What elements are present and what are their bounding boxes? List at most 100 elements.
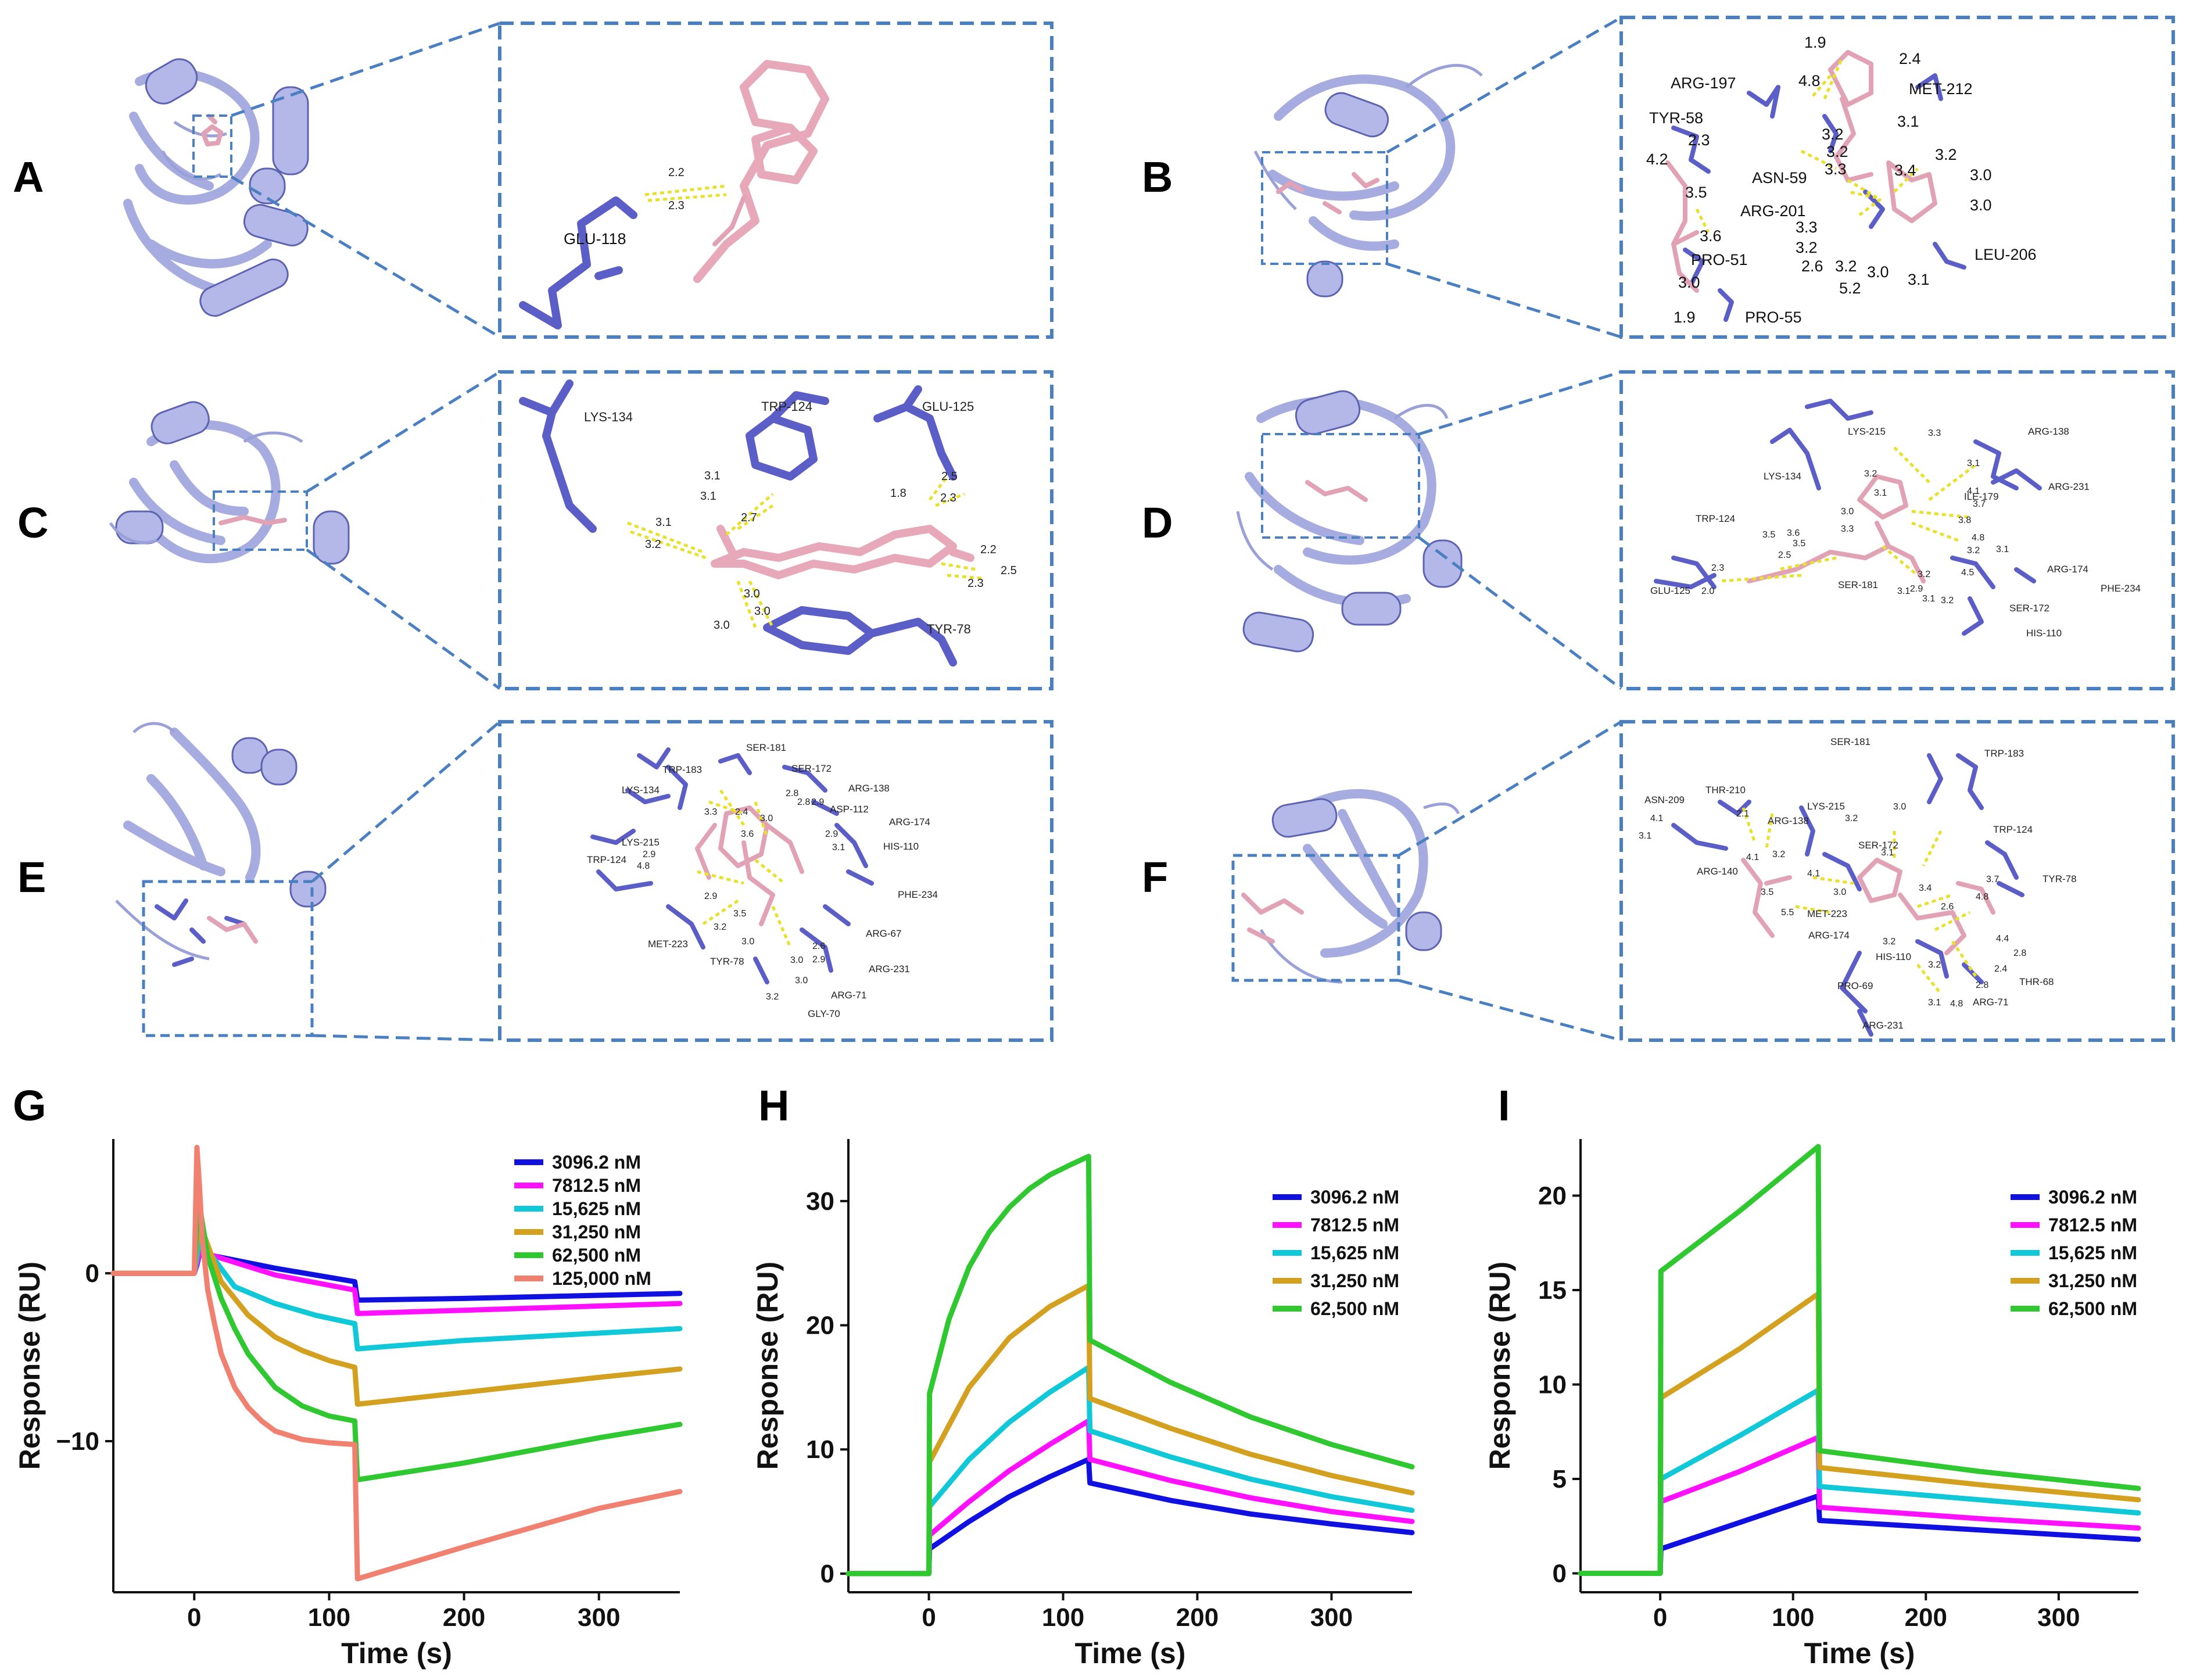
distance-label: 3.0: [760, 814, 773, 823]
legend-label: 7812.5 nM: [1310, 1215, 1399, 1235]
chart-g: 0 100 200 300 −10 0 Time (s) Response (RU) 3096.…: [13, 1139, 683, 1670]
series-line: [110, 1203, 683, 1482]
x-tick-label: 200: [443, 1603, 485, 1632]
distance-label: 2.3: [967, 577, 984, 590]
distance-label: 3.0: [754, 605, 771, 618]
legend-label: 62,500 nM: [2048, 1298, 2137, 1319]
residue-label: LYS-134: [622, 785, 660, 796]
panel-d: D LYS-215 ARG-138 LYS-134 ILE-179 ARG-23…: [1142, 370, 2175, 690]
residue-label: THR-210: [1705, 785, 1746, 796]
protein-overview-a: [123, 58, 309, 317]
distance-label: 3.0: [795, 976, 808, 986]
y-axis-label: Response (RU): [751, 1262, 784, 1470]
protein-overview-f: [1231, 789, 1460, 984]
residue-label: TRP-124: [761, 399, 812, 414]
panel-letter-a: A: [13, 153, 44, 201]
x-tick-label: 100: [1772, 1603, 1814, 1632]
residue-label: TRP-183: [1984, 748, 2024, 759]
panel-letter-g: G: [13, 1081, 46, 1130]
distance-label: 2.8: [786, 789, 798, 798]
residue-label: ARG-201: [1740, 202, 1806, 220]
y-axis-label: Response (RU): [1483, 1262, 1516, 1470]
x-tick-label: 0: [187, 1603, 201, 1632]
legend-label: 15,625 nM: [1310, 1242, 1399, 1263]
residue-label: SER-172: [1858, 840, 1898, 851]
residue-label: TRP-124: [1993, 824, 2033, 835]
distance-label: 3.5: [1761, 887, 1773, 897]
residue-label: TYR-78: [2042, 873, 2077, 884]
residue-label: LYS-134: [584, 410, 633, 424]
y-tick-label: 0: [820, 1560, 834, 1588]
distance-label: 3.0: [1841, 507, 1854, 517]
residue-label: ARG-71: [1973, 997, 2008, 1008]
x-tick-label: 0: [922, 1603, 936, 1632]
residue-label: SER-172: [2009, 603, 2049, 614]
distance-label: 5.2: [1839, 280, 1861, 297]
legend-label: 3096.2 nM: [552, 1152, 641, 1173]
distance-label: 4.1: [1967, 486, 1980, 496]
distance-label: 2.5: [941, 470, 958, 483]
distance-label: 3.0: [744, 588, 760, 600]
distance-label: 2.4: [735, 807, 748, 817]
distance-label: 1.8: [890, 487, 906, 500]
distance-label: 2.5: [1001, 564, 1017, 577]
residue-label: LYS-215: [1807, 801, 1845, 812]
legend-label: 15,625 nM: [552, 1198, 641, 1219]
y-tick-label: 0: [1553, 1560, 1567, 1588]
distance-label: 2.3: [940, 492, 956, 504]
distance-label: 3.3: [1825, 160, 1847, 178]
distance-label: 2.3: [668, 199, 685, 212]
distance-label: 3.1: [655, 516, 672, 529]
residue-label: TRP-124: [1696, 513, 1735, 524]
zoom-box-e: [498, 720, 1054, 1042]
legend-label: 7812.5 nM: [2048, 1215, 2137, 1235]
distance-label: 4.8: [637, 861, 650, 871]
x-tick-label: 200: [1176, 1603, 1219, 1632]
residue-label: SER-181: [1838, 579, 1878, 590]
panel-letter-h: H: [758, 1081, 789, 1130]
legend-label: 62,500 nM: [1310, 1298, 1399, 1319]
distance-label: 3.1: [1897, 113, 1919, 130]
distance-label: 3.1: [1996, 545, 2009, 554]
chart-h: 0 100 200 300 0 10 20 30 Time (s) Response (RU) 30…: [751, 1139, 1415, 1670]
panel-letter-e: E: [17, 853, 46, 901]
distance-label: 3.7: [1973, 499, 1986, 509]
residue-label: PRO-69: [1837, 980, 1873, 991]
panel-letter-d: D: [1142, 499, 1173, 547]
y-tick-label: 5: [1553, 1465, 1567, 1493]
x-tick-label: 200: [1905, 1603, 1947, 1632]
panel-f: F SER-181 TRP-183 ASN-209 THR-210 LYS-21…: [1142, 720, 2175, 1042]
distance-label: 1.9: [1674, 309, 1696, 326]
x-tick-label: 100: [308, 1603, 350, 1632]
y-axis-label: Response (RU): [13, 1262, 46, 1470]
distance-label: 3.0: [741, 937, 754, 947]
protein-overview-e: [115, 722, 327, 1037]
zoom-box-a: [498, 22, 1054, 339]
x-tick-label: 0: [1653, 1603, 1667, 1632]
protein-overview-c: [109, 401, 350, 565]
legend-label: 62,500 nM: [552, 1245, 641, 1266]
distance-label: 3.3: [1928, 428, 1941, 438]
distance-label: 3.2: [1826, 143, 1848, 160]
distance-label: 3.0: [1833, 887, 1846, 897]
y-tick-label: 0: [85, 1259, 99, 1288]
residue-label: ASN-209: [1644, 794, 1685, 805]
series-line: [110, 1144, 683, 1582]
distance-label: 3.2: [1967, 546, 1980, 556]
panel-a: A GLU-118 2.2 2.3: [13, 22, 1054, 339]
distance-label: 3.1: [1897, 586, 1910, 596]
distance-label: 3.4: [1894, 162, 1916, 179]
zoom-b: ARG-197 MET-212 TYR-58 ASN-59 ARG-201 LE…: [1646, 34, 2037, 326]
chart-i: 0 100 200 300 0 5 10 15 20 Time (s) Response (RU) 3…: [1483, 1139, 2141, 1670]
distance-label: 2.8: [2013, 948, 2026, 958]
x-tick-label: 300: [1310, 1603, 1353, 1632]
residue-label: MET-212: [1909, 80, 1973, 98]
residue-label: ARG-174: [1808, 930, 1850, 941]
distance-label: 3.0: [714, 619, 730, 632]
distance-label: 3.0: [1678, 274, 1700, 291]
distance-label: 3.2: [1822, 126, 1844, 143]
distance-label: 2.9: [643, 850, 655, 859]
distance-label: 3.3: [1796, 218, 1818, 236]
distance-label: 2.4: [1994, 964, 2007, 974]
